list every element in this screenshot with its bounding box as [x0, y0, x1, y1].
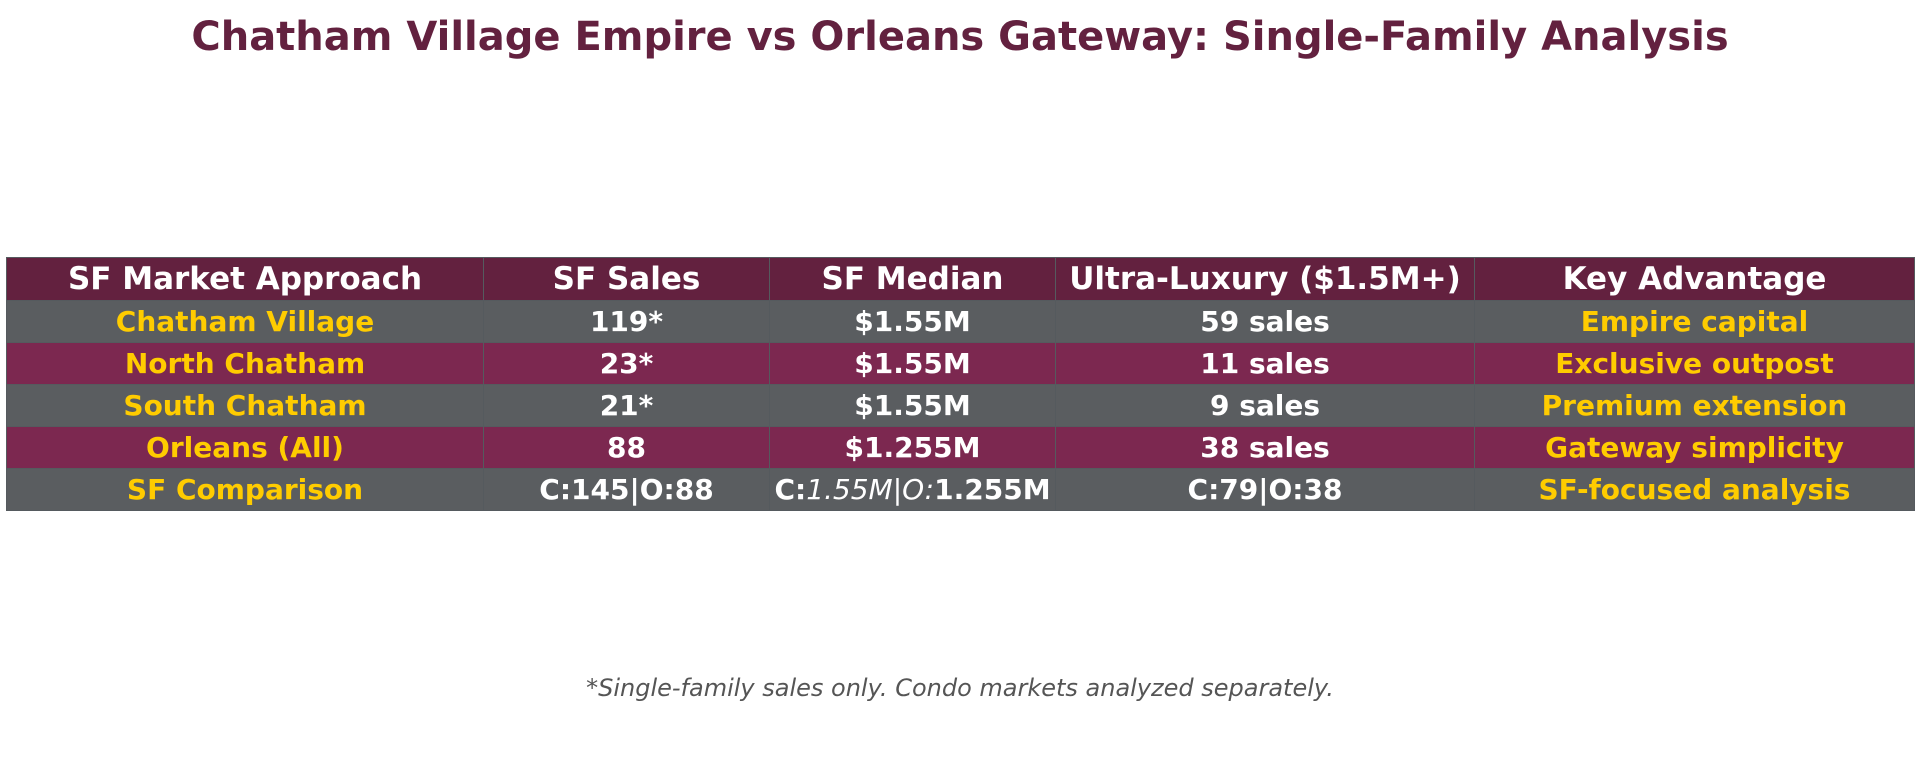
sf-sales-cell: 88 — [483, 426, 770, 469]
comparison-table: SF Market Approach SF Sales SF Median Ul… — [6, 257, 1915, 511]
sf-median-comparison-cell: C:1.55M|O:1.255M — [769, 468, 1056, 511]
market-name-cell: Orleans (All) — [6, 426, 484, 469]
market-name-cell: North Chatham — [6, 342, 484, 385]
table-row: SF Comparison C:145|O:88 C:1.55M|O:1.255… — [6, 468, 1915, 511]
market-name-cell: SF Comparison — [6, 468, 484, 511]
key-advantage-cell: Exclusive outpost — [1474, 342, 1915, 385]
sf-sales-cell: 119* — [483, 300, 770, 343]
sf-sales-cell: 23* — [483, 342, 770, 385]
sf-sales-cell: C:145|O:88 — [483, 468, 770, 511]
median-comparison-middle: 1.55M|O: — [806, 473, 935, 506]
market-name-cell: Chatham Village — [6, 300, 484, 343]
column-header: Key Advantage — [1474, 257, 1915, 301]
key-advantage-cell: SF-focused analysis — [1474, 468, 1915, 511]
ultra-luxury-cell: 11 sales — [1055, 342, 1475, 385]
column-header: SF Median — [769, 257, 1056, 301]
ultra-luxury-cell: 9 sales — [1055, 384, 1475, 427]
ultra-luxury-cell: C:79|O:38 — [1055, 468, 1475, 511]
key-advantage-cell: Gateway simplicity — [1474, 426, 1915, 469]
column-header: Ultra-Luxury ($1.5M+) — [1055, 257, 1475, 301]
median-comparison-suffix: 1.255M — [934, 473, 1051, 506]
column-header: SF Sales — [483, 257, 770, 301]
ultra-luxury-cell: 59 sales — [1055, 300, 1475, 343]
table-header-row: SF Market Approach SF Sales SF Median Ul… — [6, 257, 1915, 301]
sf-median-cell: $1.55M — [769, 300, 1056, 343]
table-row: South Chatham 21* $1.55M 9 sales Premium… — [6, 384, 1915, 427]
sf-median-cell: $1.55M — [769, 384, 1056, 427]
table-row: Orleans (All) 88 $1.255M 38 sales Gatewa… — [6, 426, 1915, 469]
table-row: North Chatham 23* $1.55M 11 sales Exclus… — [6, 342, 1915, 385]
sf-sales-cell: 21* — [483, 384, 770, 427]
table-row: Chatham Village 119* $1.55M 59 sales Emp… — [6, 300, 1915, 343]
median-comparison-prefix: C: — [774, 473, 807, 506]
chart-title: Chatham Village Empire vs Orleans Gatewa… — [191, 14, 1729, 60]
ultra-luxury-cell: 38 sales — [1055, 426, 1475, 469]
key-advantage-cell: Empire capital — [1474, 300, 1915, 343]
key-advantage-cell: Premium extension — [1474, 384, 1915, 427]
footnote: *Single-family sales only. Condo markets… — [586, 674, 1334, 702]
market-name-cell: South Chatham — [6, 384, 484, 427]
sf-median-cell: $1.255M — [769, 426, 1056, 469]
sf-median-cell: $1.55M — [769, 342, 1056, 385]
column-header: SF Market Approach — [6, 257, 484, 301]
